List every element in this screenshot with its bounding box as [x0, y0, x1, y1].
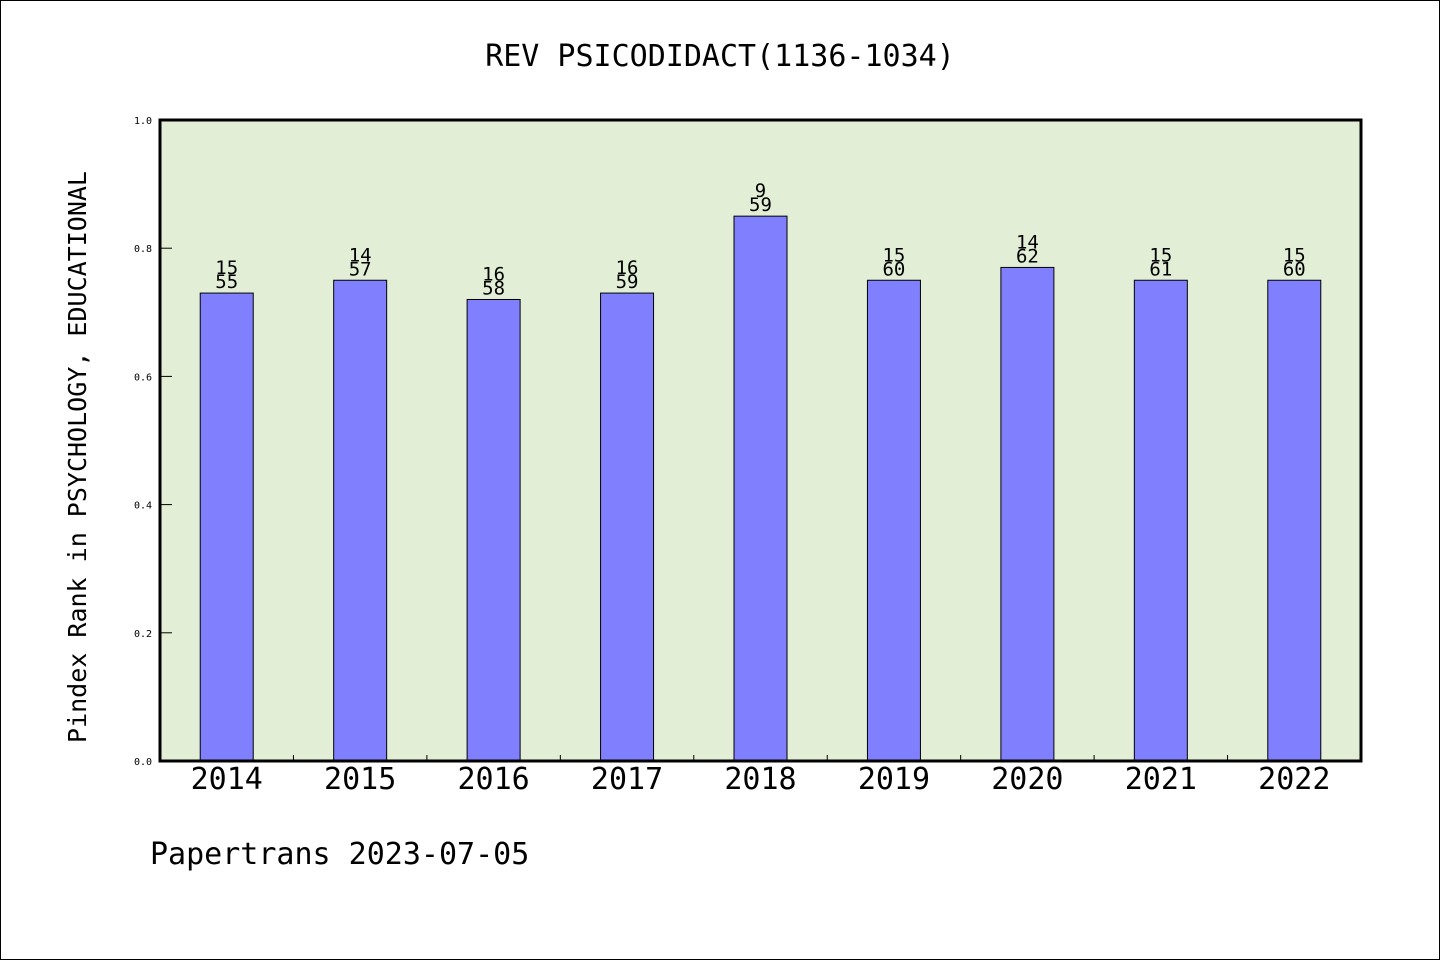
data-label-bottom: 60 — [1283, 258, 1306, 280]
data-label-bottom: 57 — [349, 258, 372, 280]
bar-2016 — [466, 298, 521, 762]
y-axis-label: Pindex Rank in PSYCHOLOGY, EDUCATIONAL — [63, 171, 92, 743]
plot-border — [158, 118, 1363, 763]
x-tick-label: 2019 — [858, 762, 930, 797]
data-label-bottom: 59 — [616, 271, 639, 293]
data-label-top: 16 — [616, 257, 639, 279]
data-label-top: 15 — [1149, 244, 1172, 266]
data-label-top: 14 — [349, 244, 372, 266]
data-label-top: 15 — [215, 257, 238, 279]
data-label-top: 9 — [755, 180, 766, 202]
x-tick-label: 2021 — [1125, 762, 1197, 797]
x-tick-label: 2017 — [591, 762, 663, 797]
chart-title: REV PSICODIDACT(1136-1034) — [485, 39, 955, 74]
y-tick-label: 0.8 — [134, 244, 152, 255]
data-label-bottom: 58 — [482, 277, 505, 299]
bar-2015 — [333, 279, 388, 762]
bar-2017 — [600, 292, 655, 762]
data-label-bottom: 61 — [1149, 258, 1172, 280]
x-tick-label: 2014 — [191, 762, 263, 797]
y-axis: 0.0 0.2 0.4 0.6 0.8 1.0 — [134, 116, 172, 768]
bar-2021 — [1133, 279, 1188, 762]
y-tick-label: 0.0 — [134, 757, 152, 768]
y-tick-label: 0.4 — [134, 501, 152, 512]
x-tick-label: 2018 — [724, 762, 796, 797]
bars — [199, 215, 1322, 762]
x-tick-label: 2020 — [991, 762, 1063, 797]
x-tick-label: 2022 — [1258, 762, 1330, 797]
bar-2019 — [866, 279, 921, 762]
data-label-bottom: 59 — [749, 194, 772, 216]
y-tick-label: 0.2 — [134, 629, 152, 640]
data-label-top: 15 — [882, 244, 905, 266]
x-tick-label: 2015 — [324, 762, 396, 797]
data-label-top: 15 — [1283, 244, 1306, 266]
data-label-bottom: 62 — [1016, 245, 1039, 267]
data-label-top: 16 — [482, 263, 505, 285]
data-label-bottom: 60 — [882, 258, 905, 280]
data-label-top: 14 — [1016, 231, 1039, 253]
x-axis: 2014 2015 2016 2017 2018 2019 2020 2021 2022 — [191, 755, 1330, 797]
bar-2018 — [733, 215, 788, 762]
y-tick-label: 1.0 — [134, 116, 152, 127]
bar-2022 — [1267, 279, 1322, 762]
bar-2020 — [1000, 266, 1055, 762]
x-tick-label: 2016 — [457, 762, 529, 797]
data-label-bottom: 55 — [215, 271, 238, 293]
footer-text: Papertrans 2023-07-05 — [150, 837, 529, 872]
bar-2014 — [199, 292, 254, 762]
y-tick-label: 0.6 — [134, 372, 152, 383]
